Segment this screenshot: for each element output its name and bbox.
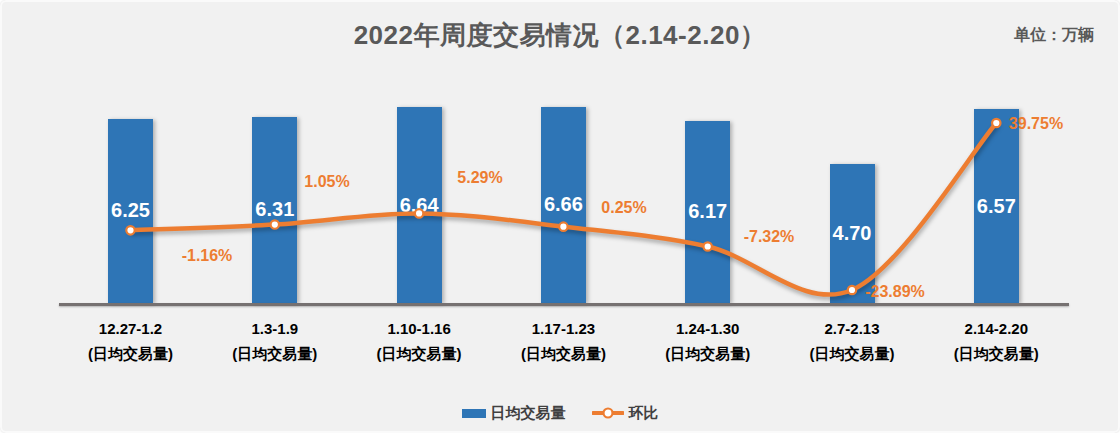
category-label: 2.7-2.13(日均交易量): [777, 316, 927, 366]
bar-series-swatch-icon: [462, 409, 486, 418]
bar: 6.31: [252, 117, 297, 303]
category-date-range: 2.7-2.13: [777, 316, 927, 341]
bar: 6.66: [541, 107, 586, 303]
bar-value-label: 6.31: [255, 198, 294, 221]
category-sublabel: (日均交易量): [200, 341, 350, 366]
pct-label: -23.89%: [865, 283, 925, 301]
chart-panel: 2022年周度交易情况（2.14-2.20） 单位：万辆 6.256.316.6…: [0, 0, 1120, 433]
category-label: 1.10-1.16(日均交易量): [344, 316, 494, 366]
bar-value-label: 6.25: [111, 199, 150, 222]
category-date-range: 2.14-2.20: [921, 316, 1071, 341]
pct-label: 1.05%: [304, 173, 349, 191]
legend: 日均交易量 环比: [2, 402, 1118, 424]
category-label: 2.14-2.20(日均交易量): [921, 316, 1071, 366]
legend-bar-label: 日均交易量: [491, 404, 566, 423]
category-sublabel: (日均交易量): [344, 341, 494, 366]
bar: 6.57: [974, 109, 1019, 303]
bar: 6.25: [108, 119, 153, 303]
bar: 6.17: [685, 121, 730, 303]
bar-value-label: 6.64: [400, 194, 439, 217]
pct-label: 0.25%: [601, 199, 646, 217]
category-label: 12.27-1.2(日均交易量): [56, 316, 206, 366]
x-axis-line: [59, 303, 1069, 306]
bar-value-label: 6.57: [977, 195, 1016, 218]
plot-area: 6.25 6.31 6.64 6.66 6.17 4.70 6.57 -1.16% 1.05%…: [2, 2, 1118, 431]
line-series-swatch-icon: [592, 406, 624, 420]
pct-label: -7.32%: [744, 228, 795, 246]
bar-value-label: 4.70: [833, 222, 872, 245]
pct-label: 39.75%: [1009, 115, 1063, 133]
legend-line-label: 环比: [629, 404, 659, 423]
category-date-range: 1.3-1.9: [200, 316, 350, 341]
category-date-range: 12.27-1.2: [56, 316, 206, 341]
category-label: 1.17-1.23(日均交易量): [488, 316, 638, 366]
category-date-range: 1.24-1.30: [633, 316, 783, 341]
legend-item-line: 环比: [592, 404, 659, 423]
bar: 6.64: [397, 107, 442, 303]
category-sublabel: (日均交易量): [777, 341, 927, 366]
category-label: 1.3-1.9(日均交易量): [200, 316, 350, 366]
category-sublabel: (日均交易量): [921, 341, 1071, 366]
category-sublabel: (日均交易量): [488, 341, 638, 366]
category-date-range: 1.17-1.23: [488, 316, 638, 341]
bar-value-label: 6.66: [544, 193, 583, 216]
category-sublabel: (日均交易量): [56, 341, 206, 366]
category-label: 1.24-1.30(日均交易量): [633, 316, 783, 366]
category-sublabel: (日均交易量): [633, 341, 783, 366]
legend-item-bar: 日均交易量: [462, 404, 566, 423]
pct-label: 5.29%: [457, 169, 502, 187]
bar-value-label: 6.17: [688, 200, 727, 223]
pct-label: -1.16%: [182, 247, 233, 265]
category-date-range: 1.10-1.16: [344, 316, 494, 341]
